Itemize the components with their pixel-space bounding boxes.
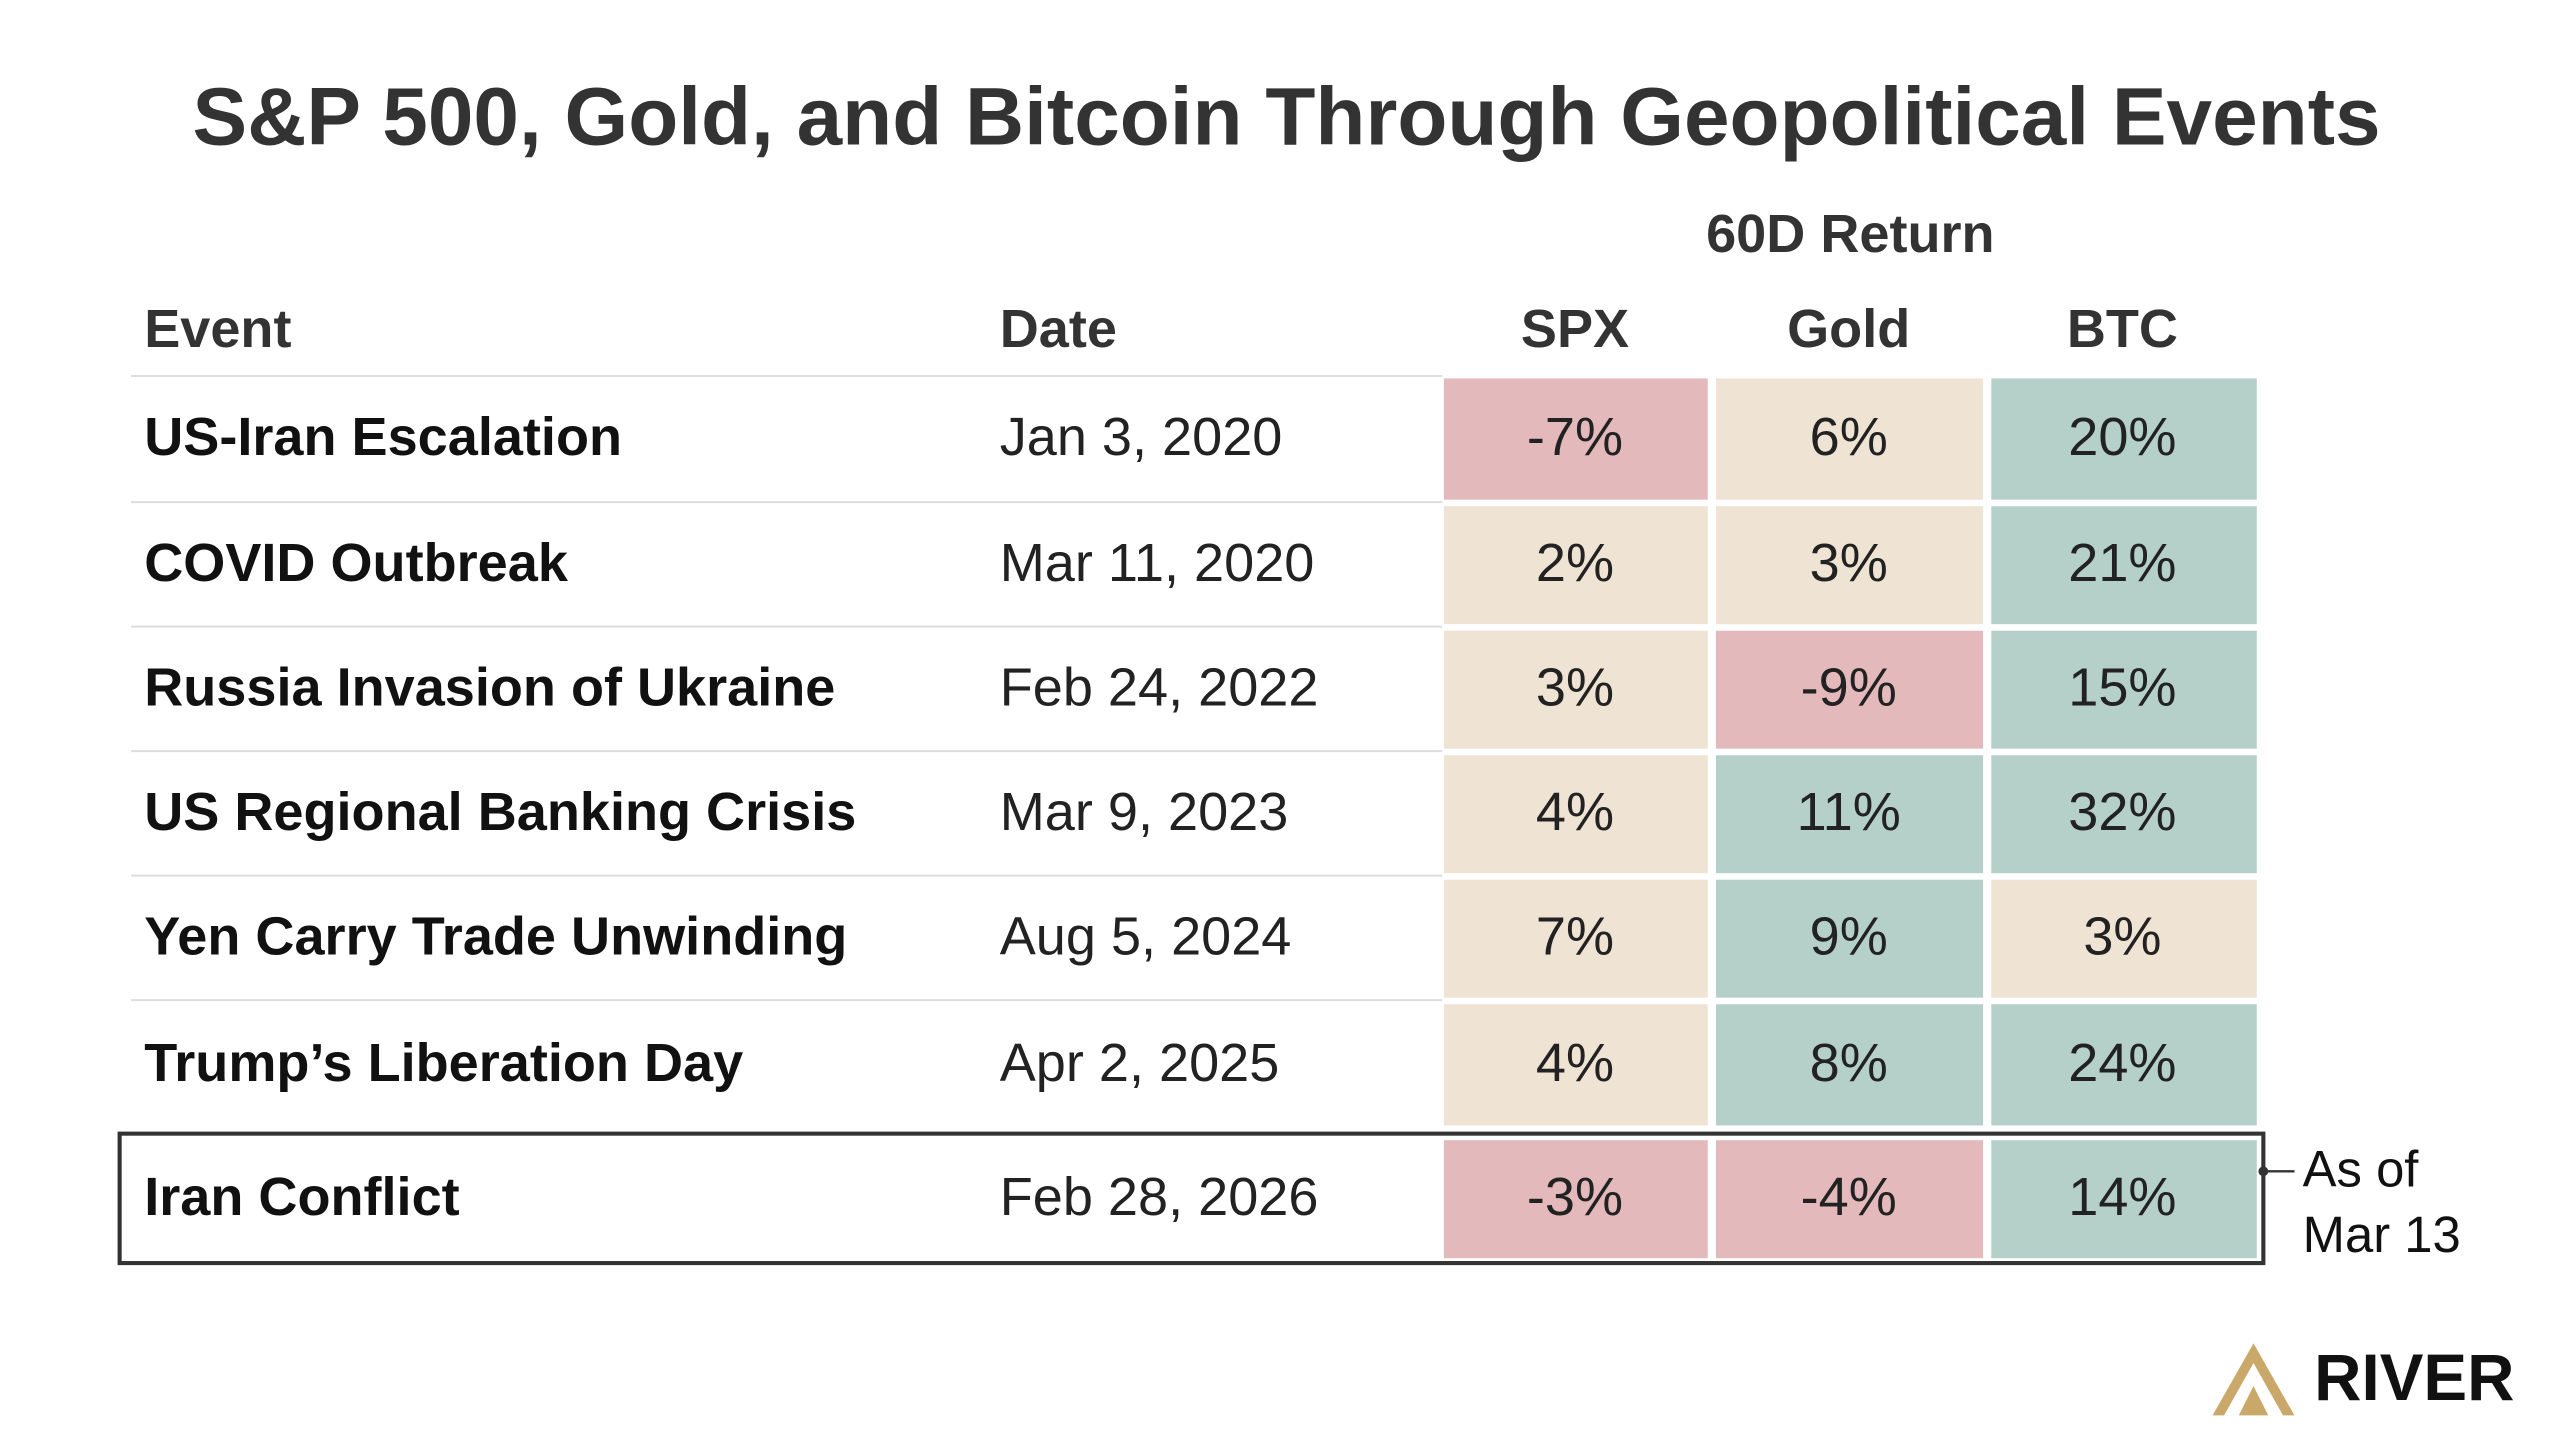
- return-value: -7%: [1527, 407, 1623, 467]
- column-header: SPX: [1521, 299, 1629, 359]
- value-cell: [1443, 378, 1708, 500]
- value-cell: [1991, 1004, 2257, 1126]
- annotation-line: Mar 13: [2303, 1206, 2461, 1263]
- value-cell: [1443, 1140, 1708, 1259]
- event-name: US Regional Banking Crisis: [144, 782, 856, 842]
- return-value: 11%: [1797, 782, 1901, 842]
- return-value: 4%: [1536, 782, 1614, 842]
- event-date: Mar 11, 2020: [1000, 533, 1315, 593]
- event-name: COVID Outbreak: [144, 533, 569, 593]
- event-name: Yen Carry Trade Unwinding: [144, 907, 847, 967]
- value-cell: [1715, 506, 1984, 625]
- return-value: -9%: [1801, 658, 1897, 718]
- column-header: Gold: [1787, 299, 1910, 359]
- logo-text: RIVER: [2314, 1341, 2514, 1414]
- column-header: BTC: [2067, 299, 2178, 359]
- column-header: Event: [144, 299, 291, 359]
- highlight-box: [117, 1131, 2266, 1266]
- value-cell: [1991, 630, 2257, 749]
- return-value: -4%: [1801, 1167, 1897, 1227]
- logo-mark: [2212, 1343, 2295, 1416]
- return-value: 7%: [1536, 907, 1614, 967]
- return-value: 20%: [2068, 407, 2176, 467]
- value-cell: [1443, 506, 1708, 625]
- event-name: Iran Conflict: [144, 1167, 459, 1227]
- event-date: Feb 24, 2022: [1000, 658, 1319, 718]
- event-name: Trump’s Liberation Day: [144, 1033, 743, 1093]
- value-cell: [1443, 1004, 1708, 1126]
- value-cell: [1715, 755, 1984, 874]
- event-date: Feb 28, 2026: [1000, 1167, 1319, 1227]
- value-cell: [1991, 1140, 2257, 1259]
- value-cell: [1991, 506, 2257, 625]
- return-value: 3%: [1536, 658, 1614, 718]
- event-date: Jan 3, 2020: [1000, 407, 1283, 467]
- event-date: Apr 2, 2025: [1000, 1033, 1280, 1093]
- value-cell: [1715, 879, 1984, 998]
- group-header: 60D Return: [1706, 204, 1994, 264]
- value-cell: [1991, 755, 2257, 874]
- return-value: 15%: [2068, 658, 2176, 718]
- value-cell: [1443, 879, 1708, 998]
- annotation-dot: [2258, 1166, 2269, 1177]
- event-name: US-Iran Escalation: [144, 407, 622, 467]
- event-date: Mar 9, 2023: [1000, 782, 1289, 842]
- event-date: Aug 5, 2024: [1000, 907, 1292, 967]
- value-cell: [1715, 1140, 1984, 1259]
- return-value: 4%: [1536, 1033, 1614, 1093]
- value-cell: [1715, 630, 1984, 749]
- value-cell: [1715, 378, 1984, 500]
- event-name: Russia Invasion of Ukraine: [144, 658, 835, 718]
- value-cell: [1991, 378, 2257, 500]
- return-value: 14%: [2068, 1167, 2176, 1227]
- return-value: 9%: [1810, 907, 1888, 967]
- value-cell: [1443, 755, 1708, 874]
- column-header: Date: [1000, 299, 1117, 359]
- return-value: -3%: [1527, 1167, 1623, 1227]
- annotation-line: As of: [2303, 1140, 2420, 1197]
- return-value: 3%: [1810, 533, 1888, 593]
- return-value: 24%: [2068, 1033, 2176, 1093]
- value-cell: [1443, 630, 1708, 749]
- table: Event Date SPX Gold BTC US-Iran Escalation Jan…: [131, 299, 2257, 1259]
- value-cell: [1715, 1004, 1984, 1126]
- return-value: 3%: [2083, 907, 2161, 967]
- value-cell: [1991, 879, 2257, 998]
- return-value: 2%: [1536, 533, 1614, 593]
- return-value: 21%: [2068, 533, 2176, 593]
- return-value: 6%: [1810, 407, 1888, 467]
- return-value: 32%: [2068, 782, 2176, 842]
- title: S&P 500, Gold, and Bitcoin Through Geopo…: [193, 72, 2381, 163]
- return-value: 8%: [1810, 1033, 1888, 1093]
